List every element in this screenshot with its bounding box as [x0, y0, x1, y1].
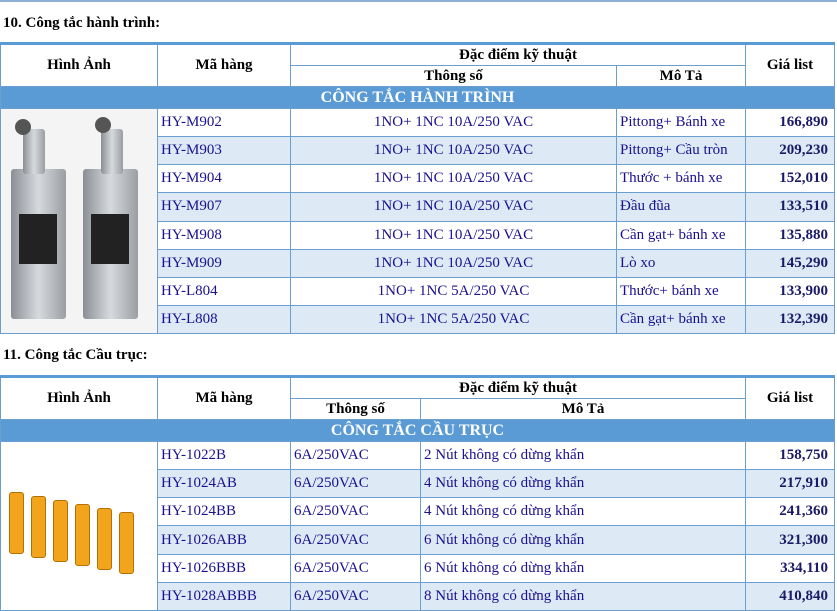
product-price: 334,110: [745, 553, 836, 583]
product-desc: 8 Nút không có dừng khẩn: [419, 581, 747, 611]
product-desc: Pittong+ Cầu tròn: [615, 136, 747, 166]
product-code: HY-L804: [157, 276, 291, 306]
section-title-crane-switch: 11. Công tắc Cầu trục:: [3, 347, 148, 363]
product-code: HY-M907: [157, 192, 291, 222]
product-desc: Thước+ bánh xe: [615, 276, 747, 306]
product-price: 410,840: [745, 581, 836, 611]
product-code: HY-L808: [157, 304, 291, 335]
product-desc: 6 Nút không có dừng khẩn: [419, 525, 747, 555]
product-price: 217,910: [745, 469, 836, 499]
product-spec: 1NO+ 1NC 10A/250 VAC: [290, 136, 617, 166]
header-price: Giá list: [745, 375, 836, 420]
header-price: Giá list: [745, 42, 836, 87]
header-spec: Thông số: [290, 65, 617, 87]
product-spec: 1NO+ 1NC 10A/250 VAC: [290, 248, 617, 278]
limit-switch-table: Hình Ảnh Mã hàng Đặc điểm kỹ thuật Giá list…: [0, 42, 836, 335]
product-desc: 4 Nút không có dừng khẩn: [419, 469, 747, 499]
product-price: 321,300: [745, 525, 836, 555]
product-desc: 6 Nút không có dừng khẩn: [419, 553, 747, 583]
table-row: HY-M902 1NO+ 1NC 10A/250 VAC Pittong+ Bánh…: [0, 107, 836, 334]
table-row: HY-M904 1NO+ 1NC 10A/250 VAC Thước + bánh …: [1, 164, 836, 194]
product-code: HY-M909: [157, 248, 291, 278]
header-image: Hình Ảnh: [0, 42, 158, 87]
product-spec: 1NO+ 1NC 10A/250 VAC: [290, 164, 617, 194]
section-title-limit-switch: 10. Công tắc hành trình:: [3, 15, 161, 31]
table-row: HY-1024AB 6A/250VAC 4 Nút không có dừng kh…: [1, 469, 836, 499]
product-desc: Lò xo: [615, 248, 747, 278]
product-desc: 2 Nút không có dừng khẩn: [419, 440, 747, 471]
top-border: [0, 0, 837, 2]
product-desc: Cần gạt+ bánh xe: [615, 304, 747, 335]
product-desc: Đầu đũa: [615, 192, 747, 222]
product-code: HY-1026BBB: [157, 553, 291, 583]
product-code: HY-M904: [157, 164, 291, 194]
header-desc: Mô Tả: [615, 65, 747, 87]
product-spec: 1NO+ 1NC 10A/250 VAC: [290, 220, 617, 250]
product-code: HY-M903: [157, 136, 291, 166]
table-row: HY-1028ABBB 6A/250VAC 8 Nút không có dừng …: [1, 581, 836, 611]
table-row: HY-M907 1NO+ 1NC 10A/250 VAC Đầu đũa 133,51…: [1, 192, 836, 222]
product-spec: 6A/250VAC: [290, 469, 421, 499]
header-code: Mã hàng: [157, 375, 291, 420]
table-row: HY-1024BB 6A/250VAC 4 Nút không có dừng kh…: [1, 497, 836, 527]
product-price: 132,390: [745, 304, 836, 335]
product-code: HY-M902: [157, 107, 291, 138]
table-row: HY-L808 1NO+ 1NC 5A/250 VAC Cần gạt+ bánh …: [1, 304, 836, 335]
product-price: 135,880: [745, 220, 836, 250]
product-image: [0, 108, 158, 334]
product-image: [0, 441, 158, 611]
product-code: HY-M908: [157, 220, 291, 250]
product-price: 166,890: [745, 107, 836, 138]
product-code: HY-1024BB: [157, 497, 291, 527]
product-spec: 6A/250VAC: [290, 440, 421, 471]
product-desc: Pittong+ Bánh xe: [615, 107, 747, 138]
header-spec-group: Đặc điểm kỹ thuật: [289, 42, 747, 66]
header-desc: Mô Tả: [419, 398, 747, 420]
header-image: Hình Ảnh: [0, 375, 158, 420]
product-spec: 1NO+ 1NC 10A/250 VAC: [290, 107, 617, 138]
category-band: CÔNG TẮC CẦU TRỤC: [0, 419, 836, 442]
product-desc: 4 Nút không có dừng khẩn: [419, 497, 747, 527]
product-spec: 6A/250VAC: [290, 525, 421, 555]
product-code: HY-1026ABB: [157, 525, 291, 555]
product-desc: Thước + bánh xe: [615, 164, 747, 194]
table-row: HY-M909 1NO+ 1NC 10A/250 VAC Lò xo 145,290: [1, 248, 836, 278]
product-spec: 6A/250VAC: [290, 553, 421, 583]
product-price: 145,290: [745, 248, 836, 278]
product-price: 133,900: [745, 276, 836, 306]
product-spec: 1NO+ 1NC 10A/250 VAC: [290, 192, 617, 222]
category-band: CÔNG TẮC HÀNH TRÌNH: [0, 86, 836, 109]
header-spec-group: Đặc điểm kỹ thuật: [289, 375, 747, 399]
product-code: HY-1022B: [157, 440, 291, 471]
product-spec: 6A/250VAC: [290, 497, 421, 527]
product-price: 241,360: [745, 497, 836, 527]
product-desc: Cần gạt+ bánh xe: [615, 220, 747, 250]
table-row: HY-L804 1NO+ 1NC 5A/250 VAC Thước+ bánh xe…: [1, 276, 836, 306]
product-price: 209,230: [745, 136, 836, 166]
header-code: Mã hàng: [157, 42, 291, 87]
product-price: 152,010: [745, 164, 836, 194]
product-spec: 6A/250VAC: [290, 581, 421, 611]
table-row: HY-1022B 6A/250VAC 2 Nút không có dừng khẩ…: [0, 440, 836, 611]
crane-switch-table: Hình Ảnh Mã hàng Đặc điểm kỹ thuật Giá list…: [0, 375, 836, 611]
header-spec: Thông số: [290, 398, 421, 420]
product-spec: 1NO+ 1NC 5A/250 VAC: [290, 276, 617, 306]
table-row: HY-1026BBB 6A/250VAC 6 Nút không có dừng k…: [1, 553, 836, 583]
product-price: 133,510: [745, 192, 836, 222]
table-row: HY-M903 1NO+ 1NC 10A/250 VAC Pittong+ Cầu …: [1, 136, 836, 166]
product-code: HY-1024AB: [157, 469, 291, 499]
product-spec: 1NO+ 1NC 5A/250 VAC: [290, 304, 617, 335]
product-code: HY-1028ABBB: [157, 581, 291, 611]
product-price: 158,750: [745, 440, 836, 471]
